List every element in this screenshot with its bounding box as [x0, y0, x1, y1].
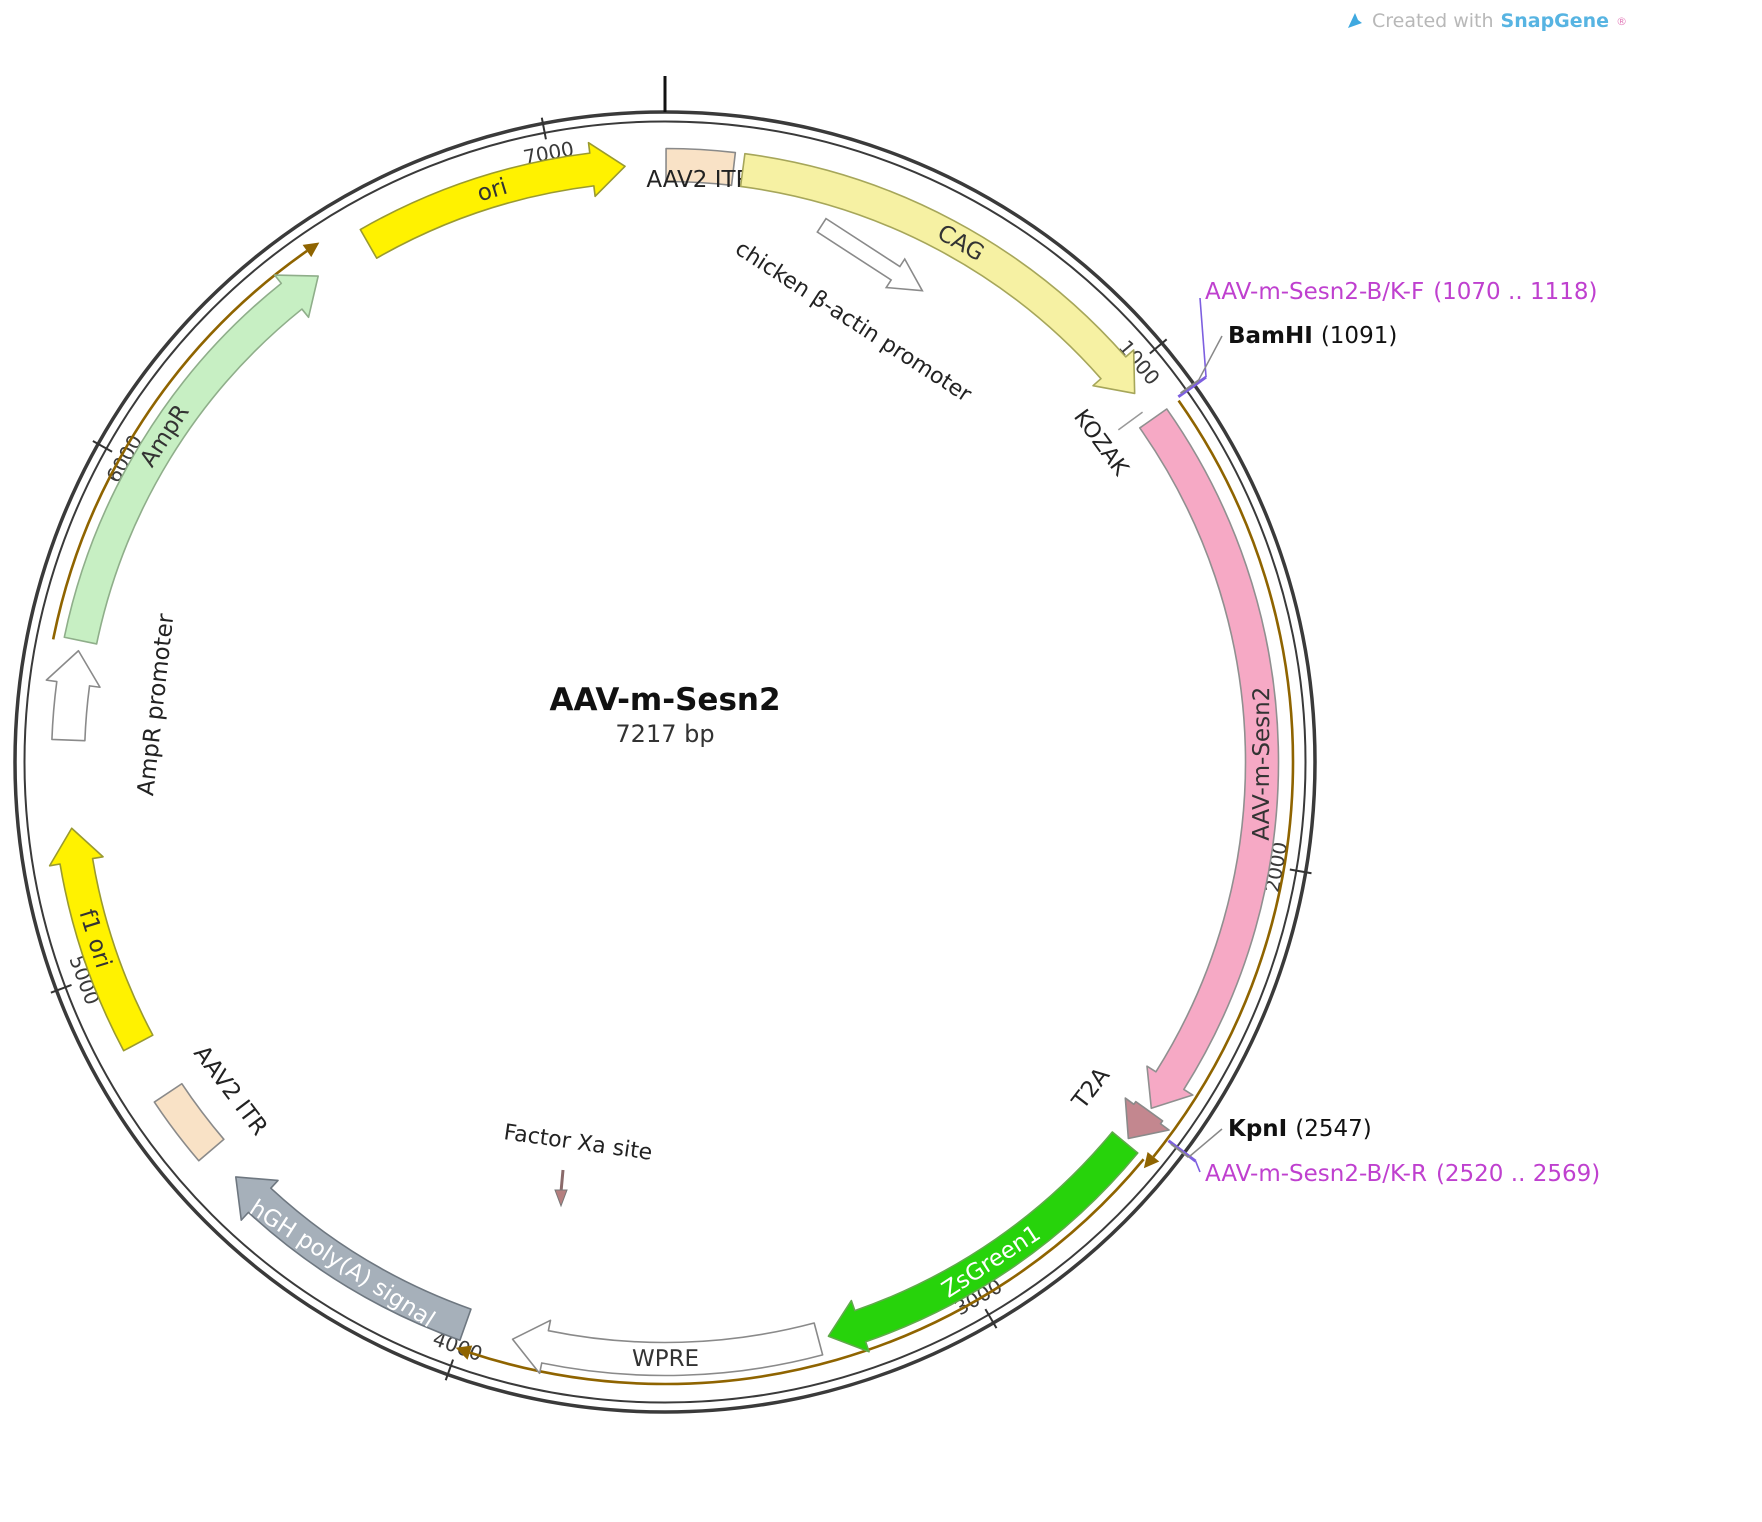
chicken-promoter-arrow: [816, 217, 924, 292]
tick-2000: [1289, 868, 1312, 875]
plasmid-name: AAV-m-Sesn2: [549, 682, 780, 718]
orf-arc: [1152, 399, 1295, 1158]
snapgene-credit: Created with SnapGene ®: [1345, 10, 1627, 32]
credit-text: Created with: [1372, 10, 1494, 32]
enzyme-name: KpnI: [1228, 1116, 1287, 1142]
chicken-promoter-label: chicken β-actin promoter: [730, 236, 976, 408]
factor-xa-arrow-stem: [559, 1169, 565, 1193]
feature-label-t2a: T2A: [1067, 1063, 1115, 1115]
backbone-inner-circle: [23, 120, 1307, 1404]
enzyme-leader: [1188, 1128, 1223, 1158]
orf-arc: [469, 1158, 1145, 1386]
orf-arc: [51, 249, 308, 640]
enzyme-position: (2547): [1295, 1116, 1371, 1142]
snapgene-brand: SnapGene: [1500, 10, 1610, 32]
snapgene-logo-icon: [1348, 13, 1362, 28]
tick-4000: [444, 1359, 455, 1381]
kozak-leader: [1117, 411, 1143, 431]
enzyme-position: (1091): [1321, 323, 1397, 349]
feature-label-aav2-itr-top: AAV2 ITR: [646, 167, 751, 193]
primer-site-tick: [1177, 375, 1207, 399]
enzyme-label: BamHI (1091): [1228, 323, 1397, 349]
backbone-outer-circle: [13, 110, 1317, 1414]
primer-site-tick: [1167, 1139, 1197, 1163]
feature-zsgreen1: [827, 1131, 1139, 1353]
tick-6000: [92, 440, 113, 453]
feature-aav2-itr-top: [665, 147, 737, 187]
enzyme-leader: [1197, 335, 1223, 381]
primer-label: AAV-m-Sesn2-B/K-R (2520 .. 2569): [1205, 1161, 1600, 1187]
feature-aav-m-sesn2: [1138, 408, 1280, 1110]
tick-5000: [50, 984, 72, 994]
feature-ori: [359, 141, 626, 259]
primer-name: AAV-m-Sesn2-B/K-R: [1205, 1161, 1427, 1187]
plasmid-size: 7217 bp: [615, 720, 714, 748]
primer-leader: [1194, 1160, 1201, 1173]
feature-label-wpre: WPRE: [632, 1346, 699, 1372]
primer-name: AAV-m-Sesn2-B/K-F: [1205, 279, 1424, 305]
feature-t2a: [1124, 1097, 1170, 1140]
enzyme-site-tick: [1180, 379, 1200, 394]
feature-hgh-polya: [234, 1176, 472, 1342]
feature-aav2-itr-left: [153, 1082, 225, 1162]
factor-xa-label: Factor Xa site: [502, 1120, 654, 1166]
feature-wpre: [511, 1319, 824, 1377]
enzyme-label: KpnI (2547): [1228, 1116, 1372, 1142]
enzyme-name: BamHI: [1228, 323, 1313, 349]
orf-arc-arrowhead: [302, 242, 320, 258]
feature-cag: [739, 152, 1136, 395]
enzyme-site-tick: [1170, 1143, 1190, 1159]
feature-label-ampr-promoter: AmpR promoter: [133, 612, 179, 797]
factor-xa-arrow-head: [554, 1189, 568, 1208]
tick-1000: [1149, 338, 1168, 355]
feature-label-hgh-polya: hGH poly(A) signal: [245, 1195, 440, 1333]
registered-mark: ®: [1616, 14, 1628, 28]
primer-range: (2520 .. 2569): [1436, 1161, 1600, 1187]
kozak-label: KOZAK: [1068, 405, 1133, 481]
orf-arc-arrowhead: [1143, 1152, 1160, 1169]
orf-arc-arrowhead: [455, 1345, 473, 1360]
primer-range: (1070 .. 1118): [1433, 279, 1597, 305]
primer-leader: [1199, 297, 1207, 378]
feature-ampr-promoter: [45, 649, 101, 742]
feature-label-aav-m-sesn2: AAV-m-Sesn2: [1249, 687, 1275, 841]
tick-7000: [540, 117, 547, 140]
feature-ampr: [63, 274, 319, 645]
primer-label: AAV-m-Sesn2-B/K-F (1070 .. 1118): [1205, 279, 1597, 305]
feature-f1-ori: [48, 827, 154, 1052]
tick-3000: [984, 1308, 998, 1329]
